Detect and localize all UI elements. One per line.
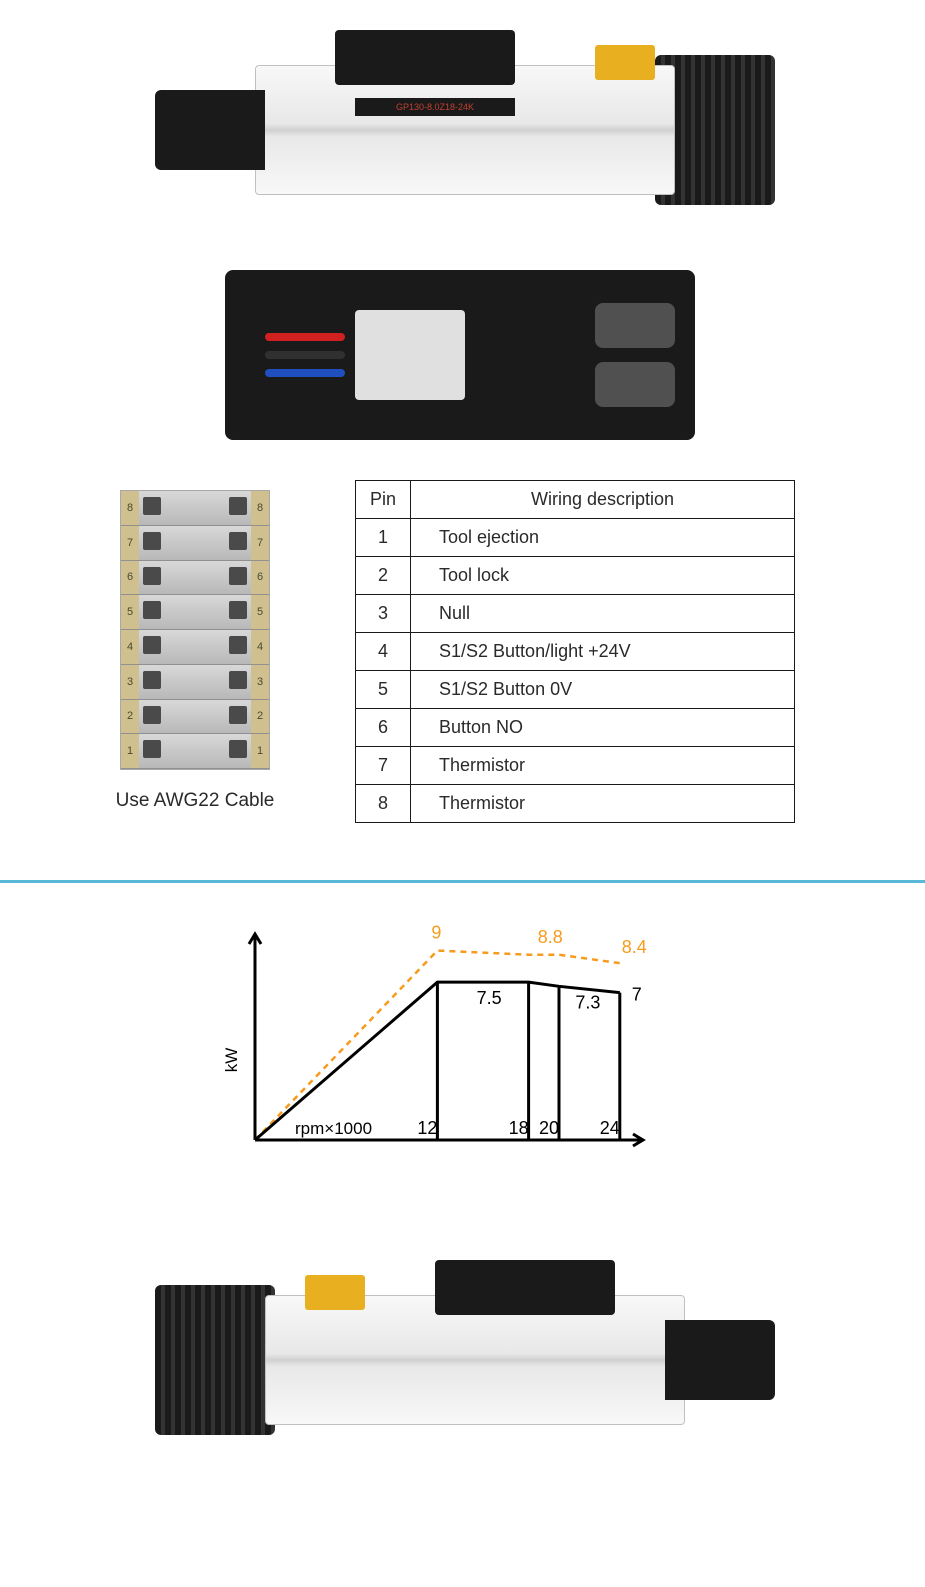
svg-text:kW: kW (222, 1048, 241, 1073)
power-curve-chart: 12182024rpm×1000kW98.88.47.57.37 (215, 930, 645, 1170)
terminal-row: 33 (121, 665, 269, 700)
terminal-row: 77 (121, 526, 269, 561)
cell-pin: 2 (356, 557, 411, 595)
svg-text:7.3: 7.3 (575, 992, 600, 1012)
cell-pin: 5 (356, 671, 411, 709)
cell-desc: S1/S2 Button 0V (411, 671, 795, 709)
cell-pin: 7 (356, 747, 411, 785)
spindle-junction-box (335, 30, 515, 85)
power-curve-svg: 12182024rpm×1000kW98.88.47.57.37 (215, 930, 645, 1170)
cell-desc: S1/S2 Button/light +24V (411, 633, 795, 671)
table-row: 3Null (356, 595, 795, 633)
cell-desc: Thermistor (411, 785, 795, 823)
svg-text:18: 18 (509, 1118, 529, 1138)
cell-desc: Button NO (411, 709, 795, 747)
table-row: 5S1/S2 Button 0V (356, 671, 795, 709)
spindle-illustration: GP130-8.0Z18-24K (155, 40, 775, 220)
spindle-photo-bottom (135, 1230, 795, 1490)
cell-pin: 4 (356, 633, 411, 671)
terminal-row: 66 (121, 561, 269, 596)
terminal-row: 11 (121, 734, 269, 769)
spindle-junction-box (435, 1260, 615, 1315)
section-divider (0, 880, 925, 883)
svg-text:8.8: 8.8 (538, 927, 563, 947)
terminal-caption: Use AWG22 Cable (95, 790, 295, 812)
table-row: 8Thermistor (356, 785, 795, 823)
cell-desc: Tool lock (411, 557, 795, 595)
cell-pin: 3 (356, 595, 411, 633)
table-row: 6Button NO (356, 709, 795, 747)
svg-text:8.4: 8.4 (622, 937, 647, 957)
wiring-table: Pin Wiring description 1Tool ejection2To… (355, 480, 795, 823)
cell-desc: Thermistor (411, 747, 795, 785)
svg-text:7.5: 7.5 (477, 988, 502, 1008)
svg-text:20: 20 (539, 1118, 559, 1138)
wire-blue (265, 369, 345, 377)
cell-desc: Null (411, 595, 795, 633)
wire-red (265, 333, 345, 341)
table-header-desc: Wiring description (411, 481, 795, 519)
cable-gland (595, 362, 675, 407)
terminal-row: 22 (121, 700, 269, 735)
spindle-yellow-cover (595, 45, 655, 80)
wire-black (265, 351, 345, 359)
terminal-strip (355, 310, 465, 400)
spindle-nose (665, 1320, 775, 1400)
svg-text:rpm×1000: rpm×1000 (295, 1119, 372, 1138)
terminal-block-photo: 8877665544332211 (120, 490, 270, 770)
spindle-illustration (155, 1270, 775, 1450)
cable-gland (595, 303, 675, 348)
svg-text:12: 12 (417, 1118, 437, 1138)
spindle-fan (155, 1285, 275, 1435)
table-row: 1Tool ejection (356, 519, 795, 557)
cell-pin: 1 (356, 519, 411, 557)
table-row: 7Thermistor (356, 747, 795, 785)
wiring-section: 8877665544332211 Use AWG22 Cable Pin Wir… (0, 480, 925, 860)
table-row: 2Tool lock (356, 557, 795, 595)
svg-text:24: 24 (600, 1118, 620, 1138)
terminal-row: 44 (121, 630, 269, 665)
wiring-box-photo (225, 270, 695, 440)
terminal-row: 55 (121, 595, 269, 630)
cell-pin: 8 (356, 785, 411, 823)
table-header-pin: Pin (356, 481, 411, 519)
terminal-row: 88 (121, 491, 269, 526)
spindle-photo-top: GP130-8.0Z18-24K (135, 0, 795, 260)
cell-pin: 6 (356, 709, 411, 747)
svg-text:9: 9 (431, 923, 441, 943)
spindle-model-label: GP130-8.0Z18-24K (355, 98, 515, 116)
spindle-nose (155, 90, 265, 170)
svg-text:7: 7 (632, 985, 642, 1005)
cell-desc: Tool ejection (411, 519, 795, 557)
table-row: 4S1/S2 Button/light +24V (356, 633, 795, 671)
spindle-yellow-cover (305, 1275, 365, 1310)
